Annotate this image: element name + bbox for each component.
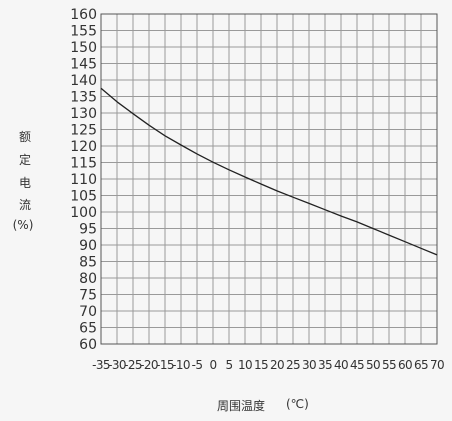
series-lines (100, 87, 438, 256)
x-tick-label: -30 (108, 358, 126, 372)
x-tick-label: 60 (398, 358, 412, 372)
y-tick-label: 130 (70, 106, 97, 122)
y-tick-label: 125 (70, 123, 97, 139)
y-tick-label: 120 (70, 139, 97, 155)
y-tick-label: 140 (70, 73, 97, 89)
plot-frame (100, 13, 438, 345)
y-tick-label: 155 (70, 24, 97, 40)
y-axis-label-char-4: 流 (18, 198, 31, 212)
x-tick-label: 25 (286, 358, 300, 372)
grid-lines (100, 13, 438, 345)
x-tick-label: 70 (430, 358, 444, 372)
x-tick-label: 65 (414, 358, 428, 372)
y-tick-label: 110 (70, 172, 97, 188)
x-axis-label-unit: (℃) (286, 397, 309, 411)
x-tick-label: 10 (238, 358, 252, 372)
y-axis-label-char-2: 定 (18, 153, 31, 167)
y-axis-label-unit: (%) (12, 218, 34, 232)
y-tick-label: 85 (79, 255, 97, 271)
x-tick-label: 20 (270, 358, 284, 372)
y-tick-label: 160 (70, 7, 97, 23)
y-tick-label: 115 (70, 156, 97, 172)
x-tick-label: -10 (172, 358, 190, 372)
x-tick-label: 55 (382, 358, 396, 372)
x-tick-labels: -35-30-25-20-15-10 -5 0 5 10 15 20 25 30 35 40 45 50… (92, 358, 445, 372)
y-tick-label: 100 (70, 205, 97, 221)
x-tick-label: 50 (366, 358, 380, 372)
y-tick-label: 60 (79, 337, 97, 353)
x-tick-label: -20 (140, 358, 158, 372)
series-line (100, 87, 438, 256)
x-tick-label: 45 (350, 358, 364, 372)
y-tick-label: 145 (70, 57, 97, 73)
x-tick-label: 35 (318, 358, 332, 372)
x-tick-label: 5 (225, 358, 232, 372)
y-tick-label: 90 (79, 238, 97, 254)
y-tick-label: 105 (70, 189, 97, 205)
x-tick-label: -25 (124, 358, 142, 372)
x-tick-label: 15 (254, 358, 268, 372)
x-tick-label: -15 (156, 358, 174, 372)
y-tick-label: 70 (79, 304, 97, 320)
y-axis-label-char-1: 额 (18, 130, 31, 144)
x-tick-label: 0 (209, 358, 216, 372)
y-tick-label: 65 (79, 321, 97, 337)
y-tick-label: 95 (79, 222, 97, 238)
y-tick-label: 150 (70, 40, 97, 56)
x-tick-label: -5 (192, 358, 203, 372)
x-tick-label: 30 (302, 358, 316, 372)
y-axis-label-char-3: 电 (18, 176, 31, 190)
y-tick-label: 135 (70, 90, 97, 106)
y-tick-label: 75 (79, 288, 97, 304)
x-tick-label: -35 (92, 358, 110, 372)
x-tick-label: 40 (334, 358, 348, 372)
y-tick-label: 80 (79, 271, 97, 287)
x-axis-label-text: 周围温度 (217, 399, 266, 413)
y-tick-labels: 6065707580859095100105110115120125130135… (70, 7, 97, 353)
